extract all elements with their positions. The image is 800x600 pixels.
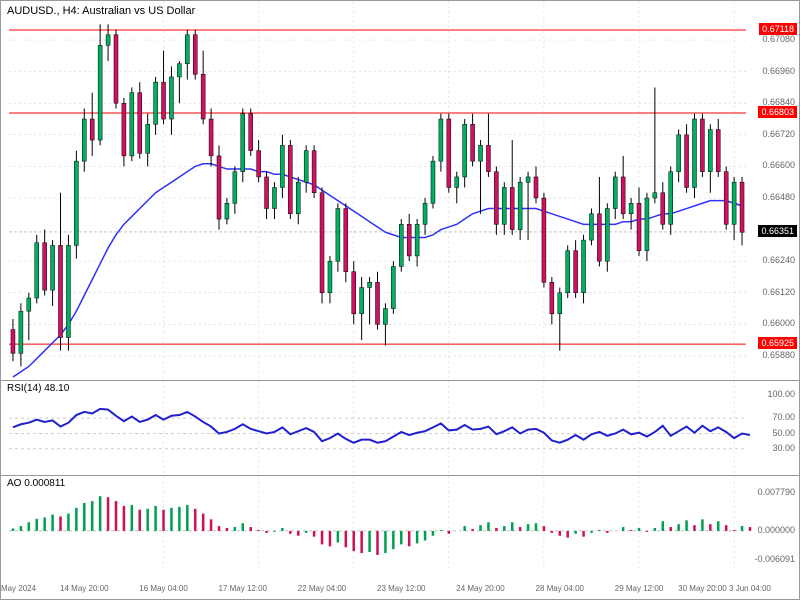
xaxis-label: 17 May 12:00	[219, 584, 267, 593]
price-ytick-label: 0.66120	[762, 287, 795, 297]
price-chart-svg	[1, 1, 800, 381]
xaxis-label: 30 May 20:00	[678, 584, 726, 593]
rsi-label: RSI(14) 48.10	[7, 383, 69, 394]
ao-ytick-label: -0.006091	[754, 554, 795, 564]
xaxis-label: 23 May 12:00	[377, 584, 425, 593]
price-ytick-label: 0.66720	[762, 129, 795, 139]
xaxis-label: 3 Jun 04:00	[729, 584, 771, 593]
price-level-badge: 0.65925	[758, 337, 797, 349]
xaxis-label: 16 May 04:00	[139, 584, 187, 593]
xaxis-label: 24 May 20:00	[456, 584, 504, 593]
rsi-ytick-label: 100.00	[767, 389, 795, 399]
rsi-panel[interactable]: RSI(14) 48.10 30.00 50.00 70.00 100.00	[1, 381, 799, 476]
ao-chart-svg	[1, 476, 800, 571]
price-level-badge: 0.67118	[759, 23, 797, 35]
ao-panel[interactable]: AO 0.000811 -0.006091 0.000000 0.007790	[1, 476, 799, 571]
rsi-chart-svg	[1, 381, 800, 476]
price-ytick-label: 0.65880	[762, 350, 795, 360]
ao-ytick-label: 0.007790	[757, 487, 795, 497]
xaxis: 13 May 2024 14 May 20:00 16 May 04:00 17 Ma…	[1, 569, 799, 599]
chart-title: AUDUSD., H4: Australian vs US Dollar	[7, 5, 195, 17]
price-ytick-label: 0.66600	[762, 160, 795, 170]
price-ytick-label: 0.66000	[762, 318, 795, 328]
price-ytick-label: 0.66480	[762, 192, 795, 202]
price-ytick-label: 0.66240	[762, 255, 795, 265]
price-panel[interactable]: AUDUSD., H4: Australian vs US Dollar 0.6…	[1, 1, 799, 381]
rsi-ytick-label: 70.00	[772, 412, 795, 422]
price-ytick-label: 0.66960	[762, 66, 795, 76]
xaxis-label: 22 May 04:00	[298, 584, 346, 593]
xaxis-label: 28 May 04:00	[536, 584, 584, 593]
ao-label: AO 0.000811	[7, 478, 65, 489]
rsi-ytick-label: 30.00	[772, 443, 795, 453]
price-level-badge: 0.66803	[758, 106, 797, 118]
rsi-ytick-label: 50.00	[772, 428, 795, 438]
chart-container: AUDUSD., H4: Australian vs US Dollar 0.6…	[0, 0, 800, 600]
xaxis-label: 13 May 2024	[0, 584, 36, 593]
xaxis-label: 14 May 20:00	[60, 584, 108, 593]
xaxis-label: 29 May 12:00	[615, 584, 663, 593]
price-ytick-label: 0.67080	[762, 34, 795, 44]
current-price-badge: 0.66351	[758, 225, 797, 237]
ao-ytick-label: 0.000000	[757, 525, 795, 535]
